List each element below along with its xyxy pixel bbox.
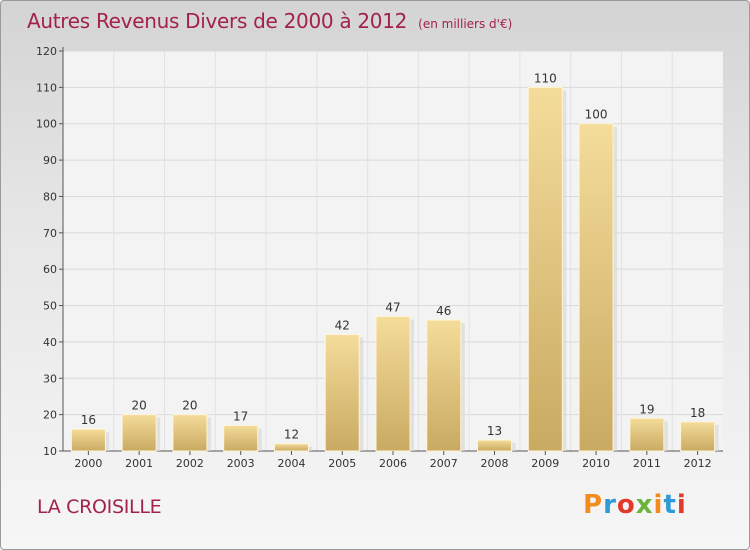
x-tick-label: 2002 [176,457,204,470]
brand-letter: o [616,490,636,520]
data-label: 17 [233,410,248,424]
bar-2009 [527,86,563,452]
data-label: 13 [487,424,502,438]
bar-2008 [477,439,513,452]
bar-2006 [375,315,411,452]
x-tick-label: 2012 [684,457,712,470]
bar-2011 [629,417,665,452]
brand-letter: x [635,490,654,520]
data-label: 47 [385,300,400,314]
brand-letter: i [676,490,687,520]
y-tick-label: 90 [43,154,57,167]
data-label: 110 [534,71,557,85]
bar-2002 [172,414,208,452]
y-tick-label: 110 [36,81,57,94]
x-tick-label: 2006 [379,457,407,470]
bar-2010 [578,123,614,452]
bar-2005 [324,334,360,452]
x-tick-label: 2000 [74,457,102,470]
data-label: 46 [436,304,451,318]
commune-name: LA CROISILLE [37,496,162,518]
x-tick-label: 2005 [328,457,356,470]
data-label: 12 [284,428,299,442]
bar-2001 [121,414,157,452]
bar-2004 [273,443,309,452]
data-label: 20 [182,399,197,413]
x-tick-label: 2009 [531,457,559,470]
bar-2012 [680,421,716,452]
y-tick-label: 10 [43,445,57,458]
y-tick-label: 100 [36,118,57,131]
y-tick-label: 20 [43,409,57,422]
y-tick-label: 50 [43,300,57,313]
data-label: 100 [585,108,608,122]
bar-2007 [426,319,462,452]
y-tick-label: 30 [43,372,57,385]
x-tick-label: 2008 [481,457,509,470]
x-tick-label: 2010 [582,457,610,470]
x-tick-label: 2007 [430,457,458,470]
data-label: 42 [335,319,350,333]
brand-letter: P [583,490,604,520]
y-tick-label: 70 [43,227,57,240]
bar-2003 [223,425,259,452]
y-tick-label: 120 [36,45,57,58]
brand-letter: i [653,490,664,520]
data-label: 20 [132,399,147,413]
chart-header: Autres Revenus Divers de 2000 à 2012 (en… [27,9,512,33]
y-tick-label: 80 [43,190,57,203]
data-label: 16 [81,413,96,427]
chart-title: Autres Revenus Divers de 2000 à 2012 [27,9,408,33]
data-label: 19 [639,402,654,416]
x-tick-label: 2001 [125,457,153,470]
brand-letter: r [603,490,617,520]
y-tick-label: 60 [43,263,57,276]
brand-letter: t [663,490,677,520]
x-tick-label: 2011 [633,457,661,470]
proxiti-logo: Proxiti [583,490,687,520]
data-label: 18 [690,406,705,420]
x-tick-label: 2003 [227,457,255,470]
chart-subtitle: (en milliers d'€) [418,17,513,31]
x-tick-label: 2004 [277,457,305,470]
y-tick-label: 40 [43,336,57,349]
bar-2000 [70,428,106,452]
